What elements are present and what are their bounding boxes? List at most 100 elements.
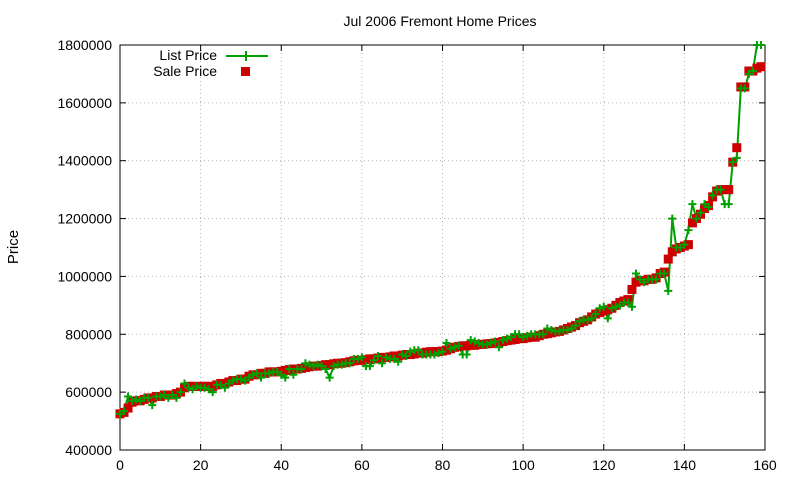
list-price-point — [301, 359, 310, 368]
axis-ticks: 0 20 40 60 80 100 120 140 160 400000 600000 800000 1… — [57, 37, 776, 473]
list-price-point — [728, 158, 737, 167]
series-list-price — [119, 44, 761, 415]
list-price-point — [523, 331, 532, 340]
list-price-point — [120, 406, 129, 415]
list-price-point — [591, 310, 600, 319]
list-price-point — [547, 325, 556, 334]
list-price-point — [607, 304, 616, 313]
list-price-point — [583, 315, 592, 324]
list-price-point — [309, 362, 318, 371]
list-price-point — [434, 349, 443, 358]
list-price-point — [708, 191, 717, 200]
x-tick-label: 120 — [592, 457, 616, 473]
list-price-point — [257, 373, 266, 382]
legend: List Price Sale Price — [153, 47, 268, 79]
list-price-point — [156, 392, 165, 401]
list-price-point — [168, 391, 177, 400]
list-price-point — [172, 393, 181, 402]
list-price-point — [144, 393, 153, 402]
list-price-point — [732, 153, 741, 162]
list-price-point — [627, 302, 636, 311]
list-price-point — [704, 203, 713, 211]
list-price-point — [474, 338, 483, 347]
series-sale-price — [115, 62, 766, 419]
list-price-point — [507, 333, 516, 342]
list-price-point — [652, 275, 661, 284]
list-price-point — [329, 362, 338, 371]
list-price-point — [136, 396, 145, 405]
list-price-point — [519, 333, 528, 342]
list-price-point — [116, 409, 124, 418]
list-price-point — [756, 41, 765, 49]
list-price-point — [297, 365, 306, 373]
list-price-point — [345, 359, 354, 368]
list-price-point — [744, 69, 753, 78]
y-tick-label: 1600000 — [57, 95, 112, 111]
legend-label-sale-price: Sale Price — [153, 63, 217, 79]
x-tick-label: 140 — [673, 457, 697, 473]
list-price-point — [636, 275, 645, 284]
list-price-point — [462, 350, 471, 359]
list-price-point — [539, 330, 548, 339]
list-price-point — [305, 360, 314, 369]
list-price-point — [277, 370, 286, 379]
list-price-point — [595, 304, 604, 313]
list-price-point — [700, 200, 709, 209]
sale-price-point — [123, 403, 133, 413]
list-price-point — [450, 343, 459, 352]
list-price-point — [688, 200, 697, 209]
list-price-point — [498, 336, 507, 345]
list-price-point — [664, 286, 673, 295]
list-price-point — [220, 383, 229, 392]
list-price-point — [575, 317, 584, 326]
list-price-point — [321, 365, 330, 373]
list-price-point — [632, 269, 640, 278]
list-price-point — [160, 391, 169, 400]
list-price-point — [192, 382, 201, 391]
list-price-point — [515, 330, 524, 339]
x-tick-label: 60 — [354, 457, 370, 473]
list-price-point — [204, 385, 213, 394]
legend-item-list-price: List Price — [159, 47, 268, 63]
list-price-point — [180, 379, 189, 388]
list-price-point — [446, 344, 455, 353]
list-price-point — [442, 338, 451, 347]
list-price-point — [555, 327, 564, 336]
list-price-point — [623, 298, 632, 307]
list-price-point — [402, 351, 411, 360]
legend-label-list-price: List Price — [159, 47, 217, 63]
list-price-point — [289, 370, 298, 379]
list-price-point — [438, 347, 447, 356]
list-price-point — [128, 396, 137, 405]
list-price-point — [228, 376, 237, 385]
list-price-point — [748, 67, 757, 76]
list-price-point — [676, 243, 685, 252]
x-tick-label: 160 — [753, 457, 777, 473]
y-tick-label: 1000000 — [57, 268, 112, 284]
list-price-point — [285, 365, 294, 373]
list-price-point — [148, 401, 157, 410]
chart-title: Jul 2006 Fremont Home Prices — [344, 13, 537, 29]
list-price-point — [406, 347, 415, 356]
list-price-point — [571, 321, 580, 330]
list-price-point — [265, 369, 274, 378]
list-price-point — [164, 393, 173, 402]
list-price-point — [394, 357, 403, 366]
list-price-point — [357, 353, 366, 362]
sale-price-point — [732, 143, 742, 153]
list-price-point — [454, 341, 463, 350]
list-price-point — [253, 369, 262, 378]
legend-marker-sale-price — [241, 67, 250, 76]
list-price-point — [490, 337, 499, 346]
list-price-point — [132, 395, 141, 404]
list-price-point — [692, 214, 701, 223]
list-price-point — [724, 200, 733, 209]
list-price-point — [184, 383, 193, 392]
list-price-point — [414, 346, 423, 355]
list-price-point — [325, 373, 334, 382]
list-price-point — [430, 350, 439, 359]
list-price-point — [365, 362, 374, 371]
list-price-point — [716, 185, 725, 194]
list-price-point — [615, 301, 624, 310]
